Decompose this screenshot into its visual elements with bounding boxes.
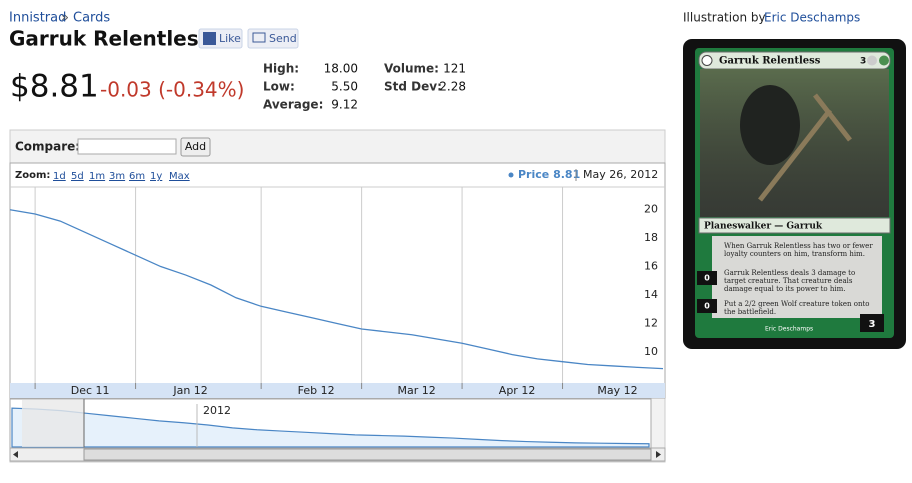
zoom-option[interactable]: 6m xyxy=(129,171,145,182)
x-tick-label: Mar 12 xyxy=(397,384,435,397)
zoom-option[interactable]: 5d xyxy=(71,171,84,182)
breadcrumb-link[interactable]: Cards xyxy=(73,11,110,26)
x-axis-band xyxy=(10,383,665,398)
button-label: Add xyxy=(185,140,206,153)
stat-label: Low: xyxy=(263,80,295,94)
compare-label: Compare: xyxy=(15,140,80,154)
stat-value: 121 xyxy=(443,62,466,76)
y-tick-label: 16 xyxy=(644,260,658,273)
stat-label: Volume: xyxy=(384,62,439,76)
stat-label: High: xyxy=(263,62,299,76)
card-name: Garruk Relentless xyxy=(719,56,821,67)
y-tick-label: 18 xyxy=(644,231,658,244)
button-label: Send xyxy=(269,32,297,45)
plot-frame xyxy=(9,162,666,399)
zoom-option[interactable]: 1d xyxy=(53,171,66,182)
x-tick-label: Feb 12 xyxy=(298,384,335,397)
card-cost: 0 xyxy=(704,302,710,311)
stat-value: 2.28 xyxy=(439,80,466,94)
scrollbar-thumb[interactable] xyxy=(83,448,652,461)
card-cost-box xyxy=(697,299,717,313)
card-cost-box xyxy=(697,271,717,285)
x-tick-label: Dec 11 xyxy=(71,384,110,397)
card-rule: When Garruk Relentless has two or fewer l… xyxy=(724,242,873,258)
y-tick-label: 14 xyxy=(644,288,658,301)
illustration-label: Illustration by xyxy=(683,11,766,25)
card-rule: Put a 2/2 green Wolf creature token onto… xyxy=(724,300,870,316)
navigator-label: 2012 xyxy=(203,404,231,417)
navigator-series xyxy=(11,407,650,448)
page-title: Garruk Relentless xyxy=(9,27,211,51)
breadcrumb-separator: » xyxy=(61,11,69,26)
zoom-option[interactable]: 1m xyxy=(89,171,105,182)
add-button[interactable]: Add xyxy=(180,137,211,157)
stat-value: 18.00 xyxy=(324,62,358,76)
zoom-label: Zoom: xyxy=(15,170,50,181)
stat-value: 9.12 xyxy=(331,98,358,112)
zoom-option[interactable]: 1y xyxy=(150,171,162,182)
legend-name: Price xyxy=(518,168,549,181)
scroll-left[interactable] xyxy=(13,451,18,458)
x-tick-label: Apr 12 xyxy=(499,384,536,397)
card-mana: 3 xyxy=(860,57,866,67)
card-cost: 0 xyxy=(704,274,710,283)
x-tick-label: May 12 xyxy=(597,384,637,397)
card-rule: Garruk Relentless deals 3 damage to targe… xyxy=(724,269,855,293)
stats: High: 18.00 Low: 5.50 Average: 9.12 Volume: 121… xyxy=(263,62,466,112)
stat-value: 5.50 xyxy=(331,80,358,94)
y-tick-label: 12 xyxy=(644,316,658,329)
y-tick-label: 20 xyxy=(644,203,658,216)
like-button[interactable]: Like xyxy=(198,28,243,49)
legend: Price 8.81 xyxy=(518,168,580,181)
card-rules: When Garruk Relentless has two or fewer l… xyxy=(697,242,873,316)
legend-value: 8.81 xyxy=(553,168,580,181)
stat-label: Average: xyxy=(263,98,323,112)
artist-link[interactable]: Eric Deschamps xyxy=(764,11,860,25)
navigator-mask xyxy=(22,400,84,447)
stat-label: Std Dev: xyxy=(384,80,442,94)
send-button[interactable]: Send xyxy=(247,28,299,49)
breadcrumb-link[interactable]: Innistrad xyxy=(9,11,66,26)
date-label: May 26, 2012 xyxy=(583,168,658,181)
plot: 10 12 14 16 18 20 Dec 11 Jan 12 Feb 12 Mar 12 Apr … xyxy=(9,187,664,397)
card-type: Planeswalker — Garruk xyxy=(704,222,823,232)
scroll-right[interactable] xyxy=(656,451,661,458)
price: $8.81 xyxy=(10,69,99,105)
card-image xyxy=(683,39,906,349)
y-tick-label: 10 xyxy=(644,345,658,358)
compare-input[interactable] xyxy=(77,138,177,155)
legend-dot xyxy=(508,172,514,178)
card-artist: Eric Deschamps xyxy=(765,326,813,333)
navigator-area xyxy=(11,407,650,448)
zoom-option[interactable]: 3m xyxy=(109,171,125,182)
x-tick-label: Jan 12 xyxy=(172,384,207,397)
price-change: -0.03 (-0.34%) xyxy=(100,78,244,102)
price-line xyxy=(9,209,664,370)
card-loyalty: 3 xyxy=(869,319,876,330)
zoom-option[interactable]: Max xyxy=(169,171,190,182)
button-label: Like xyxy=(219,32,241,45)
